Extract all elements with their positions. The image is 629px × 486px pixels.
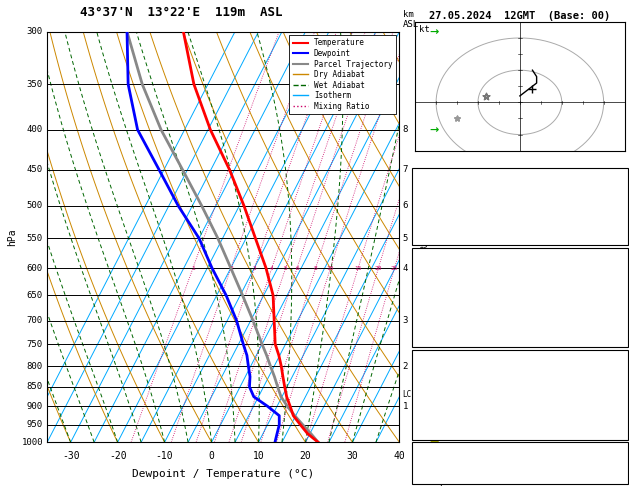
- Text: 500: 500: [27, 201, 43, 210]
- Text: 600: 600: [27, 263, 43, 273]
- Text: Lifted Index: Lifted Index: [417, 399, 489, 409]
- Text: 22.7: 22.7: [600, 266, 624, 276]
- Text: Dewp (°C): Dewp (°C): [417, 280, 471, 290]
- Text: 143: 143: [606, 414, 624, 424]
- Text: →: →: [430, 411, 438, 421]
- Text: 7: 7: [403, 165, 408, 174]
- Text: 13.5: 13.5: [600, 280, 624, 290]
- Text: 350: 350: [27, 80, 43, 88]
- Text: PW (cm): PW (cm): [417, 230, 459, 240]
- Text: 950: 950: [27, 420, 43, 429]
- Text: 10: 10: [253, 451, 264, 461]
- Text: -20: -20: [109, 451, 126, 461]
- Text: 6: 6: [403, 201, 408, 210]
- Text: →: →: [430, 382, 438, 392]
- Text: →: →: [430, 125, 438, 135]
- Text: 0: 0: [209, 451, 214, 461]
- Text: 332°: 332°: [601, 469, 624, 479]
- Text: 700: 700: [27, 316, 43, 325]
- Text: 27.05.2024  12GMT  (Base: 00): 27.05.2024 12GMT (Base: 00): [429, 11, 611, 21]
- Text: 1004: 1004: [600, 368, 624, 379]
- Text: CIN (J): CIN (J): [417, 337, 459, 347]
- Text: →: →: [430, 315, 438, 326]
- Text: Totals Totals: Totals Totals: [417, 204, 495, 214]
- Text: 900: 900: [27, 402, 43, 411]
- Text: 24: 24: [612, 178, 624, 188]
- Text: Hodograph: Hodograph: [493, 445, 547, 455]
- Text: 10: 10: [326, 265, 334, 271]
- Text: 30: 30: [347, 451, 359, 461]
- Text: 5: 5: [403, 234, 408, 243]
- Text: Temp (°C): Temp (°C): [417, 266, 471, 276]
- Text: 45: 45: [612, 204, 624, 214]
- Text: 15: 15: [354, 265, 362, 271]
- Text: 300: 300: [27, 27, 43, 36]
- Text: CIN (J): CIN (J): [417, 429, 459, 439]
- Text: 25: 25: [391, 265, 398, 271]
- Text: Lifted Index: Lifted Index: [417, 309, 489, 318]
- Text: 400: 400: [27, 125, 43, 134]
- Text: 4: 4: [270, 265, 274, 271]
- Text: 8: 8: [314, 265, 318, 271]
- Text: hPa: hPa: [8, 228, 18, 246]
- Text: -0: -0: [612, 309, 624, 318]
- Text: CAPE (J): CAPE (J): [417, 323, 465, 333]
- Text: 2: 2: [403, 362, 408, 371]
- Text: K: K: [417, 178, 423, 188]
- Text: 6: 6: [295, 265, 299, 271]
- Text: θₑ(K): θₑ(K): [417, 295, 447, 304]
- Text: LCL: LCL: [403, 390, 416, 399]
- Text: -30: -30: [62, 451, 79, 461]
- Text: -10: -10: [156, 451, 174, 461]
- Text: 850: 850: [27, 382, 43, 391]
- Text: 1000: 1000: [21, 438, 43, 447]
- Text: 5: 5: [284, 265, 287, 271]
- Text: Surface: Surface: [499, 252, 541, 261]
- Text: 1: 1: [403, 402, 408, 411]
- Text: Most Unstable: Most Unstable: [481, 354, 559, 364]
- Text: 1: 1: [191, 265, 195, 271]
- Text: θₑ (K): θₑ (K): [417, 383, 453, 394]
- Text: 7: 7: [618, 477, 624, 486]
- Text: 1: 1: [618, 337, 624, 347]
- Text: EH: EH: [417, 455, 428, 464]
- Text: SREH: SREH: [417, 462, 440, 471]
- Text: 323: 323: [606, 295, 624, 304]
- Text: Dewpoint / Temperature (°C): Dewpoint / Temperature (°C): [132, 469, 314, 479]
- Text: 23: 23: [613, 462, 624, 471]
- Text: 450: 450: [27, 165, 43, 174]
- Text: 2.6: 2.6: [606, 230, 624, 240]
- Text: Pressure (mb): Pressure (mb): [417, 368, 495, 379]
- Text: 20: 20: [375, 265, 382, 271]
- Text: 800: 800: [27, 362, 43, 371]
- Text: km
ASL: km ASL: [403, 10, 419, 29]
- Text: →: →: [430, 201, 438, 211]
- Text: © weatheronline.co.uk: © weatheronline.co.uk: [467, 476, 572, 486]
- Legend: Temperature, Dewpoint, Parcel Trajectory, Dry Adiabat, Wet Adiabat, Isotherm, Mi: Temperature, Dewpoint, Parcel Trajectory…: [289, 35, 396, 114]
- Text: CAPE (J): CAPE (J): [417, 414, 465, 424]
- Text: 650: 650: [27, 291, 43, 300]
- Text: -0: -0: [612, 399, 624, 409]
- Text: →: →: [430, 437, 438, 447]
- Text: 4: 4: [403, 263, 408, 273]
- Text: 1: 1: [618, 429, 624, 439]
- Text: 323: 323: [606, 383, 624, 394]
- Text: 8: 8: [403, 125, 408, 134]
- Text: StmDir: StmDir: [417, 469, 452, 479]
- Text: StmSpd (kt): StmSpd (kt): [417, 477, 481, 486]
- Text: →: →: [430, 27, 438, 36]
- Text: 40: 40: [394, 451, 405, 461]
- Text: 3: 3: [253, 265, 257, 271]
- Text: Mixing Ratio (g/kg): Mixing Ratio (g/kg): [421, 186, 430, 288]
- Text: 43°37'N  13°22'E  119m  ASL: 43°37'N 13°22'E 119m ASL: [80, 6, 282, 19]
- Text: 750: 750: [27, 340, 43, 348]
- Text: 2: 2: [229, 265, 233, 271]
- Text: 550: 550: [27, 234, 43, 243]
- Text: 143: 143: [606, 323, 624, 333]
- Text: 3: 3: [403, 316, 408, 325]
- Text: 9: 9: [618, 455, 624, 464]
- Text: 20: 20: [299, 451, 311, 461]
- Text: kt: kt: [420, 24, 430, 34]
